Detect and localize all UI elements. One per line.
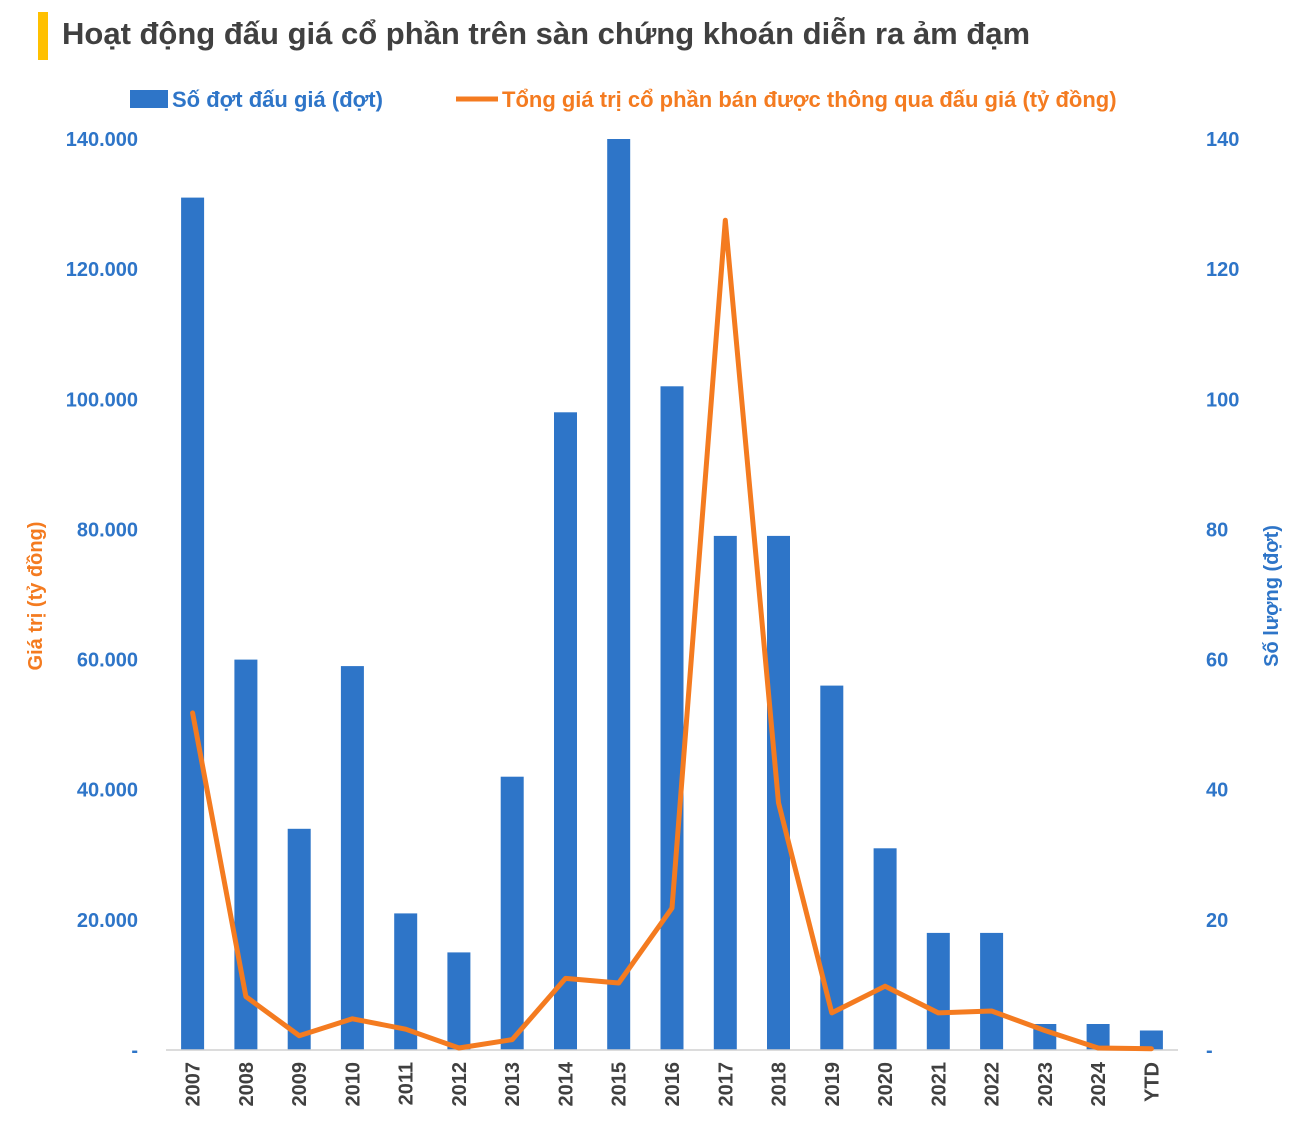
x-tick-label: 2012 (449, 1062, 471, 1107)
right-tick-label: 20 (1206, 910, 1228, 932)
bar-2021 (926, 932, 950, 1050)
x-tick-label: YTD (1141, 1062, 1163, 1102)
bar-2015 (607, 139, 631, 1050)
left-tick-label: 60.000 (77, 650, 138, 672)
x-tick-label: 2022 (982, 1062, 1004, 1107)
bar-2019 (820, 685, 844, 1050)
x-tick-label: 2024 (1088, 1061, 1110, 1106)
right-tick-label: 120 (1206, 259, 1239, 281)
bar-2011 (394, 913, 418, 1051)
bar-2020 (873, 848, 897, 1050)
x-axis-ticks: 2007 2008 2009 2010 2011 2012 2013 2014 2015 2016… (183, 1061, 1164, 1106)
left-tick-label: 140.000 (66, 129, 138, 151)
right-tick-label: 60 (1206, 650, 1228, 672)
right-axis-title: Số lượng (đợt) (1261, 525, 1283, 667)
x-tick-label: 2013 (502, 1062, 524, 1107)
x-tick-label: 2011 (396, 1062, 418, 1105)
bar-2009 (287, 828, 311, 1050)
bar-2017 (713, 535, 737, 1050)
x-tick-label: 2008 (236, 1062, 258, 1107)
bar-2013 (500, 776, 524, 1050)
left-axis-ticks: - 20.000 40.000 60.000 80.000 100.000 120.000 1… (66, 129, 138, 1062)
bar-2012 (447, 952, 471, 1050)
left-tick-label: 80.000 (77, 519, 138, 541)
x-tick-label: 2015 (609, 1062, 631, 1107)
bar-series (181, 139, 1163, 1051)
line-series (190, 217, 1154, 1052)
title-accent-bar (38, 12, 48, 60)
right-tick-label: - (1206, 1040, 1213, 1062)
bar-2010 (340, 666, 364, 1050)
chart-title: Hoạt động đấu giá cổ phần trên sàn chứng… (62, 16, 1031, 51)
legend: Số đợt đấu giá (đợt) Tổng giá trị cổ phầ… (130, 87, 1117, 112)
x-tick-label: 2007 (183, 1062, 205, 1107)
left-axis-title: Giá trị (tỷ đồng) (25, 522, 47, 671)
x-tick-label: 2010 (342, 1062, 364, 1107)
legend-bar-label: Số đợt đấu giá (đợt) (172, 87, 383, 112)
right-tick-label: 80 (1206, 519, 1228, 541)
x-tick-label: 2018 (769, 1062, 791, 1107)
left-tick-label: 120.000 (66, 259, 138, 281)
x-tick-label: 2009 (289, 1062, 311, 1107)
left-tick-label: - (131, 1040, 138, 1062)
bar-2022 (980, 932, 1004, 1050)
x-tick-label: 2017 (715, 1062, 737, 1107)
right-tick-label: 40 (1206, 780, 1228, 802)
left-tick-label: 20.000 (77, 910, 138, 932)
bar-2016 (660, 386, 684, 1050)
x-tick-label: 2014 (556, 1061, 578, 1106)
left-tick-label: 40.000 (77, 780, 138, 802)
x-tick-label: 2020 (875, 1062, 897, 1107)
legend-bar-swatch (130, 90, 168, 108)
legend-line-label: Tổng giá trị cổ phần bán được thông qua … (502, 87, 1117, 112)
x-tick-label: 2019 (822, 1062, 844, 1107)
x-tick-label: 2016 (662, 1062, 684, 1107)
bar-2007 (181, 197, 205, 1051)
right-axis-ticks: - 20 40 60 80 100 120 140 (1206, 129, 1239, 1062)
right-tick-label: 140 (1206, 129, 1239, 151)
bar-2008 (234, 659, 258, 1050)
x-tick-label: 2023 (1035, 1062, 1057, 1107)
right-tick-label: 100 (1206, 389, 1239, 411)
x-tick-label: 2021 (928, 1062, 950, 1107)
left-tick-label: 100.000 (66, 389, 138, 411)
bar-2014 (554, 412, 577, 1050)
bar-YTD (1139, 1030, 1163, 1050)
